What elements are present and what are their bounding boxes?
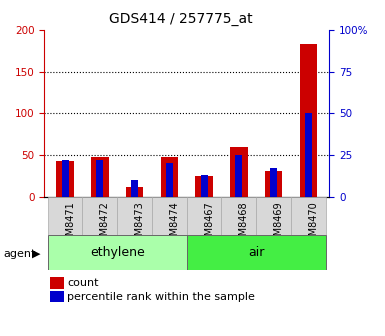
Bar xyxy=(187,235,326,270)
Bar xyxy=(161,158,178,197)
Text: GSM8471: GSM8471 xyxy=(65,201,75,248)
Text: GSM8473: GSM8473 xyxy=(135,201,145,248)
Text: percentile rank within the sample: percentile rank within the sample xyxy=(67,292,255,302)
Bar xyxy=(48,235,187,270)
Bar xyxy=(117,197,152,235)
Bar xyxy=(57,161,74,197)
Bar xyxy=(187,197,221,235)
Bar xyxy=(230,148,248,197)
Text: GSM8474: GSM8474 xyxy=(169,201,179,248)
Bar xyxy=(126,186,143,197)
Bar xyxy=(196,176,213,197)
Bar xyxy=(235,155,242,197)
Bar xyxy=(305,114,312,197)
Bar xyxy=(152,197,187,235)
Text: air: air xyxy=(248,246,264,259)
Bar xyxy=(201,175,208,197)
Bar xyxy=(256,197,291,235)
Text: ethylene: ethylene xyxy=(90,246,145,259)
Text: GSM8467: GSM8467 xyxy=(204,201,214,248)
Bar xyxy=(62,160,69,197)
Bar xyxy=(166,163,173,197)
Bar xyxy=(48,197,82,235)
Text: count: count xyxy=(67,278,99,288)
Text: GSM8469: GSM8469 xyxy=(274,201,284,248)
Bar xyxy=(82,197,117,235)
Text: GSM8472: GSM8472 xyxy=(100,201,110,248)
Bar xyxy=(265,171,282,197)
Text: GSM8468: GSM8468 xyxy=(239,201,249,248)
Bar xyxy=(96,160,103,197)
Text: GDS414 / 257775_at: GDS414 / 257775_at xyxy=(109,12,253,26)
Bar xyxy=(291,197,326,235)
Bar xyxy=(300,44,317,197)
Text: agent: agent xyxy=(4,249,36,259)
Text: ▶: ▶ xyxy=(32,249,40,259)
Bar xyxy=(270,168,277,197)
Bar xyxy=(131,180,138,197)
Text: GSM8470: GSM8470 xyxy=(308,201,318,248)
Bar xyxy=(91,157,109,197)
Bar xyxy=(221,197,256,235)
